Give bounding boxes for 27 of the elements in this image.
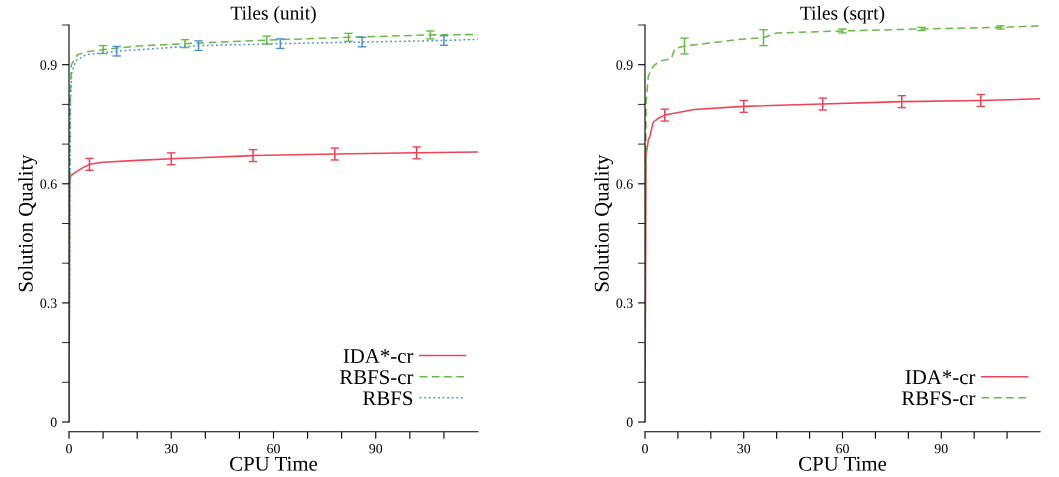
y-tick-label: 0.3: [616, 298, 633, 308]
legend-label: RBFS: [363, 391, 413, 406]
x-tick-label: 90: [934, 443, 948, 454]
y-tick-label: 0.9: [616, 60, 633, 70]
y-tick-label: 0.9: [40, 60, 57, 70]
x-tick-label: 90: [369, 443, 383, 454]
legend-label: RBFS-cr: [339, 370, 414, 385]
y-axis-title: Solution Quality: [594, 154, 614, 292]
chart-title: Tiles (sqrt): [800, 5, 885, 24]
chart-title: Tiles (unit): [230, 5, 316, 24]
legend-label: IDA*-cr: [905, 370, 976, 385]
x-tick-label: 60: [267, 443, 280, 454]
x-tick-label: 30: [164, 443, 178, 454]
y-tick-label: 0: [50, 417, 57, 427]
x-axis-title: CPU Time: [230, 456, 318, 471]
y-tick-label: 0.3: [40, 298, 57, 308]
legend-label: IDA*-cr: [343, 349, 414, 364]
y-tick-label: 0.6: [40, 179, 57, 189]
x-tick-label: 60: [836, 443, 849, 454]
x-axis-title: CPU Time: [799, 456, 887, 471]
x-tick-label: 30: [737, 443, 751, 454]
x-tick-label: 0: [66, 443, 72, 454]
y-tick-label: 0.6: [616, 179, 633, 189]
legend-label: RBFS-cr: [901, 391, 976, 406]
y-axis-title: Solution Quality: [18, 154, 38, 292]
x-tick-label: 0: [642, 443, 648, 454]
y-tick-label: 0: [626, 417, 633, 427]
